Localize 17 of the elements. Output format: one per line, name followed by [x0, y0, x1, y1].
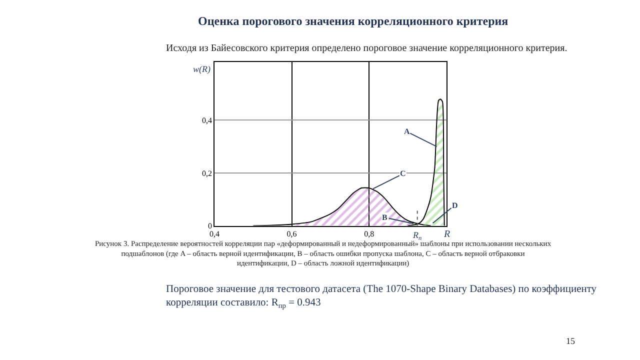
- x-tick-label: 0,8: [364, 229, 374, 238]
- chart-title: Оценка порогового значения корреляционного критерия: [198, 14, 509, 28]
- y-axis-title: w(R): [193, 64, 210, 74]
- text: Пороговое значение для тестового датасета (The 1070-Shape Binary Databases) по коэффициенту корреляции составило: R$_{пр}$ = 0.943: [166, 284, 598, 310]
- annotation: D: [452, 201, 458, 210]
- y-tick-label: 0,2: [202, 168, 212, 178]
- annotation: B: [382, 213, 388, 222]
- chart-subtitle: Исходя из Байесовского критерия определено пороговое значение корреляционного критерия.: [166, 43, 568, 54]
- x-axis-title: R: [443, 229, 450, 240]
- y-tick-label: 0: [208, 222, 212, 231]
- x-tick-label: 0,4: [210, 229, 220, 238]
- y-tick-label: 0,4: [202, 116, 212, 125]
- text: 15: [566, 336, 576, 346]
- annotation: C: [400, 169, 406, 178]
- annotation: A: [404, 127, 410, 136]
- x-tick-label: 0,6: [286, 229, 297, 238]
- ref-line-label: R$_{п}$: [412, 230, 422, 242]
